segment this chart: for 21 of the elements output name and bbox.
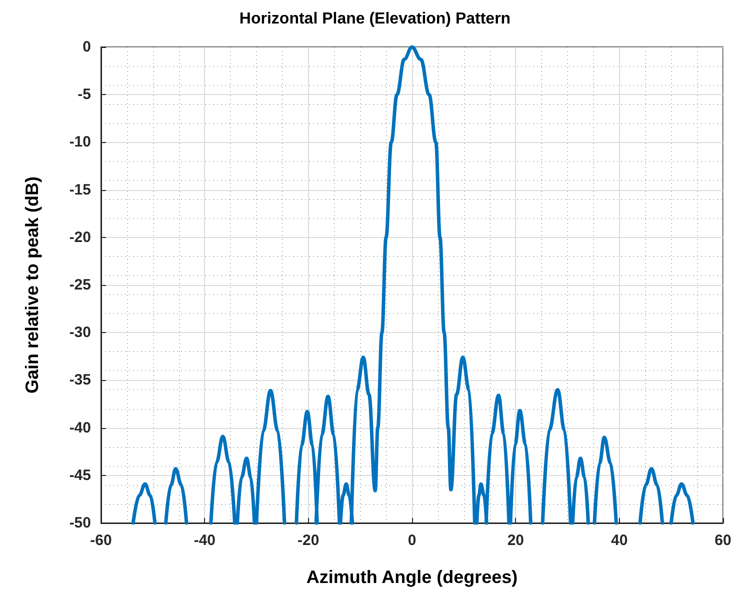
x-tick-label: 0 <box>408 532 416 549</box>
y-tick-label: -40 <box>69 419 91 436</box>
x-tick-label: -60 <box>90 532 112 549</box>
y-tick-label: -50 <box>69 514 91 532</box>
y-tick-label: 0 <box>82 38 91 56</box>
y-axis-title: Gain relative to peak (dB) <box>22 176 42 394</box>
chart-title: Horizontal Plane (Elevation) Pattern <box>239 10 511 28</box>
x-tick-label: 20 <box>507 532 524 549</box>
y-tick-label: -20 <box>69 228 91 246</box>
y-tick-label: -35 <box>69 372 91 389</box>
y-tick-label: -30 <box>69 324 91 342</box>
x-tick-label: 60 <box>714 532 732 549</box>
x-axis-title: Azimuth Angle (degrees) <box>306 567 518 587</box>
y-tick-label: -15 <box>69 181 91 198</box>
x-tick-label: 40 <box>610 532 628 549</box>
y-tick-label: -10 <box>69 134 91 151</box>
x-tick-label: -40 <box>194 532 216 549</box>
y-tick-label: -45 <box>69 466 91 484</box>
y-tick-label: -5 <box>78 86 91 104</box>
x-tick-label: -20 <box>297 532 320 549</box>
y-tick-label: -25 <box>69 276 91 294</box>
